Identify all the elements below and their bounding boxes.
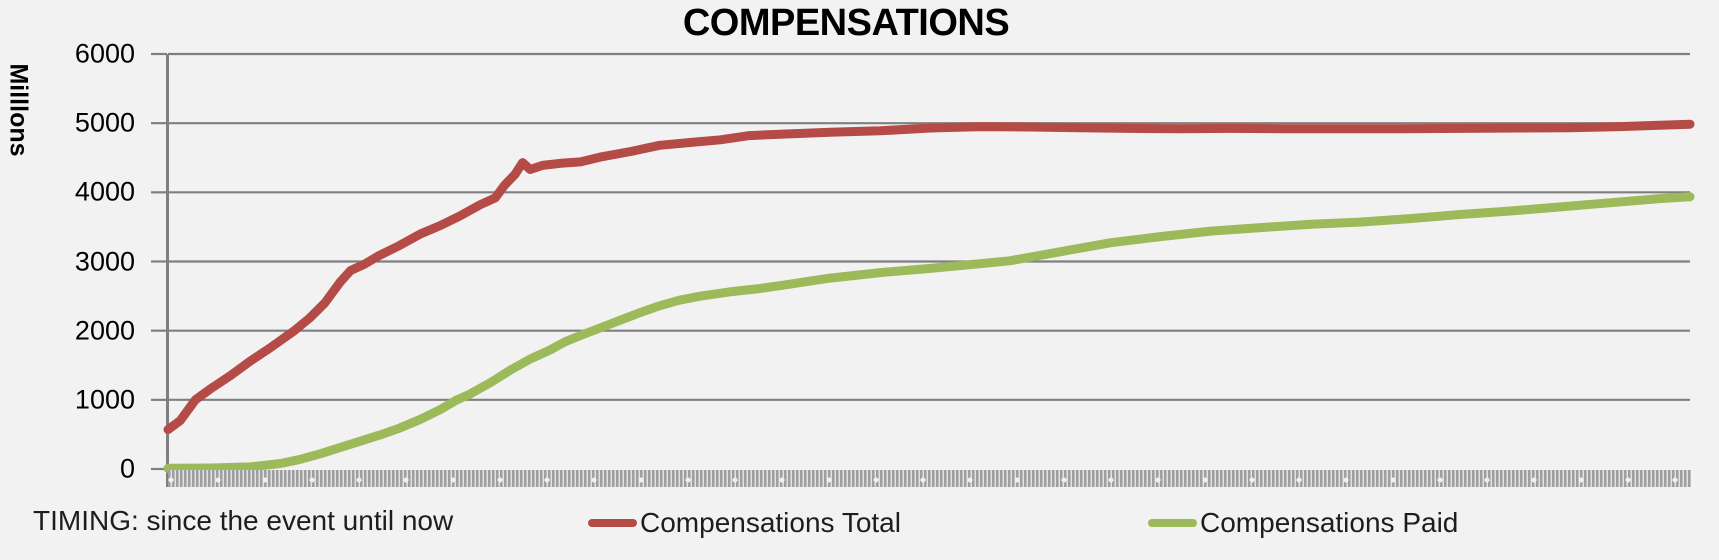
legend-label-paid: Compensations Paid bbox=[1200, 507, 1459, 538]
y-tick-label: 4000 bbox=[74, 176, 135, 207]
chart-title: COMPENSATIONS bbox=[682, 2, 1010, 44]
series-line-total bbox=[163, 119, 1695, 435]
legend-item-paid: Compensations Paid bbox=[1148, 505, 1458, 541]
y-tick-label: 6000 bbox=[74, 38, 135, 69]
y-tick-label: 1000 bbox=[74, 384, 135, 415]
legend-item-total: Compensations Total bbox=[588, 505, 901, 541]
x-axis-tick-strip bbox=[168, 470, 1691, 487]
timing-note: TIMING: since the event until now bbox=[33, 505, 454, 536]
y-tick-label: 3000 bbox=[74, 246, 135, 276]
paid-line-swatch-icon bbox=[1148, 519, 1197, 527]
legend-label-total: Compensations Total bbox=[640, 507, 901, 538]
total-line-swatch-icon bbox=[588, 519, 637, 527]
y-tick-label: 2000 bbox=[74, 315, 135, 346]
y-tick-label: 0 bbox=[119, 453, 135, 484]
series-line-paid bbox=[163, 192, 1695, 473]
y-tick-label: 5000 bbox=[74, 107, 135, 138]
